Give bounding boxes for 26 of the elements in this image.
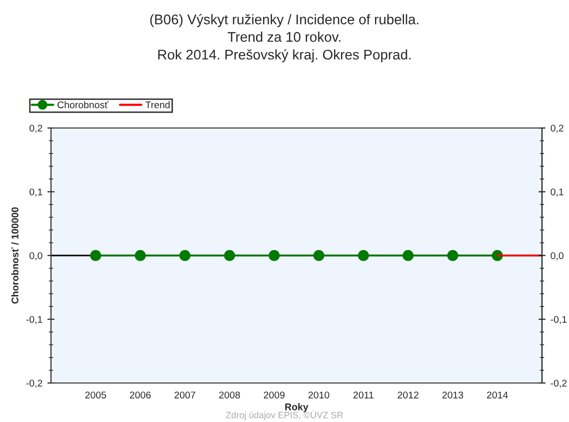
y-axis-title: Chorobnosť / 100000: [11, 207, 19, 304]
y2-tick-label: 0,0: [550, 252, 564, 260]
x-tick-label: 2009: [264, 392, 285, 398]
x-tick-label: 2013: [442, 392, 464, 398]
chart-title: (B06) Výskyt ružienky / Incidence of rubella. Trend za 10 rokov. Rok 2014. Prešovský kraj. Okres Poprad.: [150, 14, 418, 62]
x-tick-label: 2014: [487, 392, 508, 398]
legend-label: Chorobnosť: [58, 101, 108, 108]
x-tick-label: 2006: [130, 392, 151, 398]
legend-label: Trend: [145, 101, 170, 108]
x-tick-label: 2008: [219, 392, 240, 398]
x-tick-label: 2011: [353, 392, 374, 398]
y2-tick-label: -0,1: [550, 316, 567, 324]
x-axis-title: Roky: [285, 403, 308, 412]
y-tick-label: -0,1: [26, 316, 42, 324]
y-tick-label: -0,2: [26, 380, 42, 388]
text: Zdroj údajov EPIS, ©ÚVZ SR: [226, 410, 343, 420]
y-tick-label: 0,0: [30, 252, 42, 260]
x-tick-label: 2007: [174, 392, 196, 398]
x-tick-label: 2010: [308, 392, 330, 398]
x-tick-label: 2012: [398, 392, 418, 398]
x-tick-label: 2005: [85, 392, 106, 398]
y2-tick-label: 0,1: [550, 188, 564, 197]
y2-tick-label: -0,2: [550, 380, 567, 388]
y-tick-label: 0,1: [30, 188, 42, 197]
y2-tick-label: 0,2: [550, 124, 564, 133]
y-tick-label: 0,2: [30, 124, 42, 133]
